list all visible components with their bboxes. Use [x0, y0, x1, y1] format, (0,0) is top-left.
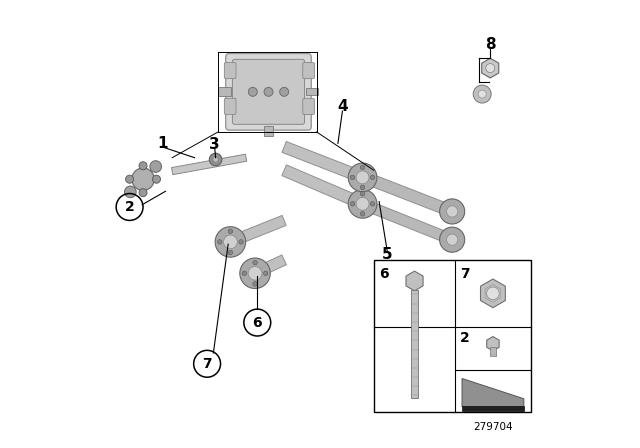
Text: 3: 3 [209, 137, 220, 152]
Polygon shape [282, 165, 365, 209]
Polygon shape [253, 255, 287, 278]
Text: 4: 4 [337, 99, 348, 114]
FancyBboxPatch shape [303, 98, 314, 115]
Circle shape [356, 198, 369, 210]
Circle shape [360, 185, 365, 190]
Circle shape [248, 87, 257, 96]
Circle shape [280, 87, 289, 96]
Circle shape [473, 85, 491, 103]
Text: 2: 2 [125, 200, 134, 214]
Text: 279704: 279704 [473, 422, 513, 432]
Circle shape [478, 90, 486, 98]
Circle shape [447, 206, 458, 217]
Circle shape [242, 271, 246, 276]
Text: 7: 7 [460, 267, 469, 280]
FancyBboxPatch shape [232, 59, 305, 125]
Polygon shape [172, 154, 247, 175]
Circle shape [240, 258, 270, 289]
FancyBboxPatch shape [226, 53, 311, 130]
Bar [490, 347, 495, 356]
Circle shape [228, 250, 233, 255]
Circle shape [264, 271, 268, 276]
Polygon shape [228, 215, 286, 247]
Circle shape [264, 87, 273, 96]
Text: 8: 8 [485, 37, 495, 52]
Bar [374, 260, 531, 412]
Circle shape [150, 161, 161, 172]
Circle shape [440, 227, 465, 252]
Circle shape [213, 157, 218, 162]
Bar [218, 87, 230, 96]
Circle shape [371, 175, 375, 180]
Circle shape [486, 64, 495, 73]
Circle shape [348, 163, 377, 192]
Circle shape [125, 175, 134, 183]
Circle shape [360, 165, 365, 170]
Circle shape [209, 153, 222, 166]
Circle shape [132, 168, 154, 190]
Bar [264, 125, 273, 135]
Circle shape [152, 175, 161, 183]
Circle shape [447, 234, 458, 246]
Circle shape [223, 235, 237, 249]
Text: 1: 1 [157, 136, 168, 151]
Circle shape [350, 175, 355, 180]
Circle shape [239, 240, 243, 244]
Circle shape [253, 260, 257, 265]
Text: 6: 6 [252, 315, 262, 330]
Circle shape [348, 190, 377, 218]
FancyBboxPatch shape [225, 62, 236, 79]
Circle shape [215, 227, 246, 257]
Circle shape [125, 186, 136, 198]
Circle shape [218, 240, 222, 244]
Circle shape [360, 192, 365, 196]
Text: 5: 5 [382, 247, 392, 262]
FancyBboxPatch shape [303, 62, 314, 79]
Bar [411, 290, 418, 398]
Circle shape [440, 199, 465, 224]
Circle shape [356, 171, 369, 184]
Polygon shape [366, 173, 454, 217]
Circle shape [371, 202, 375, 206]
Text: 2: 2 [460, 332, 470, 345]
Polygon shape [366, 201, 454, 245]
Text: 7: 7 [202, 357, 212, 371]
Polygon shape [282, 142, 365, 183]
Polygon shape [482, 58, 499, 78]
Bar [307, 88, 317, 95]
Polygon shape [406, 271, 423, 291]
Text: 6: 6 [379, 267, 388, 280]
Circle shape [248, 267, 262, 280]
Polygon shape [487, 336, 499, 351]
Circle shape [253, 282, 257, 286]
FancyBboxPatch shape [225, 98, 236, 115]
Circle shape [139, 162, 147, 170]
Polygon shape [462, 379, 524, 407]
Bar [462, 406, 524, 411]
Circle shape [139, 189, 147, 197]
Circle shape [228, 229, 233, 233]
Circle shape [486, 287, 499, 300]
Circle shape [350, 202, 355, 206]
Polygon shape [481, 279, 506, 308]
Circle shape [360, 211, 365, 216]
Polygon shape [356, 170, 364, 184]
